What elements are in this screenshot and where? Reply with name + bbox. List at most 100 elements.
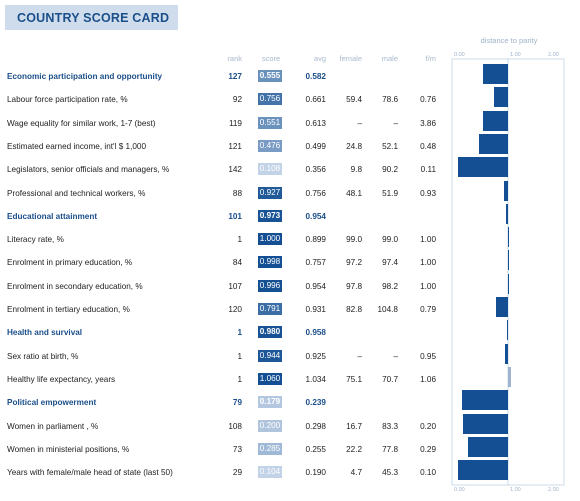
header-female: female (339, 54, 362, 63)
female-value: 59.4 (346, 95, 362, 104)
female-value: 48.1 (346, 189, 362, 198)
category-row: Economic participation and opportunity 12… (0, 70, 580, 94)
fm-ratio-value: 1.00 (420, 282, 436, 291)
avg-value: 0.613 (305, 119, 327, 128)
fm-ratio-value: 0.76 (420, 95, 436, 104)
fm-ratio-value: 0.95 (420, 352, 436, 361)
male-value: 104.8 (377, 305, 399, 314)
category-row: Health and survival 1 0.958 0.980 (0, 326, 580, 350)
male-value: 83.3 (382, 422, 398, 431)
avg-value: 0.499 (305, 142, 327, 151)
score-value: 0.998 (258, 256, 282, 268)
category-label: Economic participation and opportunity (7, 72, 163, 81)
female-value: 75.1 (346, 375, 362, 384)
indicator-row: Years with female/male head of state (la… (0, 466, 580, 490)
rank-value: 1 (237, 235, 242, 244)
indicator-label: Women in ministerial positions, % (7, 445, 130, 454)
avg-value: 0.954 (305, 212, 327, 221)
score-value: 0.104 (258, 466, 282, 478)
rank-value: 88 (232, 189, 242, 198)
axis-tick-label: 1.00 (510, 487, 521, 493)
indicator-row: Women in ministerial positions, % 73 0.255… (0, 443, 580, 467)
score-value: 0.551 (258, 117, 282, 129)
indicator-label: Professional and technical workers, % (7, 189, 146, 198)
score-value: 0.973 (258, 210, 282, 222)
fm-ratio-value: 0.93 (420, 189, 436, 198)
header-male: male (381, 54, 398, 63)
chart-frame (451, 58, 565, 486)
fm-ratio-value: 0.11 (420, 165, 436, 174)
distance-bar (496, 297, 508, 317)
distance-bar (508, 366, 512, 387)
score-value: 0.927 (258, 187, 282, 199)
male-value: 45.3 (382, 468, 398, 477)
rank-value: 84 (232, 258, 242, 267)
indicator-label: Enrolment in secondary education, % (7, 282, 143, 291)
distance-to-parity-chart: 0.00 0.00 1.00 1.00 2.00 2.00 (448, 51, 568, 493)
axis-tick-label: 2.00 (548, 487, 559, 493)
indicator-label: Years with female/male head of state (la… (7, 468, 173, 477)
distance-bar (503, 180, 508, 201)
distance-to-parity-title: distance to parity (480, 36, 538, 45)
distance-bar (506, 203, 508, 224)
distance-bar (483, 64, 508, 84)
distance-bar (463, 413, 508, 434)
avg-value: 0.958 (305, 328, 327, 337)
rank-value: 127 (228, 72, 242, 81)
header-fm: f/m (425, 54, 436, 63)
score-value: 0.200 (258, 420, 282, 432)
indicator-row: Enrolment in secondary education, % 107 0.… (0, 280, 580, 304)
male-value: 52.1 (382, 142, 398, 151)
avg-value: 0.298 (305, 422, 327, 431)
rank-value: 73 (232, 445, 242, 454)
distance-bar (457, 460, 508, 481)
score-value: 0.996 (258, 280, 282, 292)
distance-bar (462, 390, 508, 411)
female-value: 97.2 (346, 258, 362, 267)
category-row: Political empowerment 79 0.239 0.179 (0, 396, 580, 420)
score-value: 0.791 (258, 303, 282, 315)
avg-value: 0.190 (305, 468, 327, 477)
axis-tick-label: 2.00 (548, 52, 559, 58)
fm-ratio-value: 3.86 (420, 119, 436, 128)
distance-bar (506, 320, 508, 341)
distance-bar (458, 157, 508, 178)
avg-value: 0.756 (305, 189, 327, 198)
avg-value: 0.239 (305, 398, 327, 407)
header-rank: rank (227, 54, 242, 63)
category-label: Health and survival (7, 328, 83, 337)
indicator-label: Enrolment in tertiary education, % (7, 305, 130, 314)
female-value: 9.8 (350, 165, 362, 174)
fm-ratio-value: 0.10 (420, 468, 436, 477)
indicator-label: Healthy life expectancy, years (7, 375, 116, 384)
score-value: 0.108 (258, 163, 282, 175)
distance-bar (478, 133, 508, 154)
fm-ratio-value: 0.48 (420, 142, 436, 151)
indicator-label: Legislators, senior officials and manage… (7, 165, 170, 174)
category-row: Educational attainment 101 0.954 0.973 (0, 210, 580, 234)
axis-tick-label: 0.00 (454, 487, 465, 493)
rank-value: 142 (228, 165, 242, 174)
header-score: score (261, 54, 281, 63)
avg-value: 0.931 (305, 305, 327, 314)
indicator-label: Enrolment in primary education, % (7, 258, 133, 267)
avg-value: 0.954 (305, 282, 327, 291)
axis-tick-label: 0.00 (454, 52, 465, 58)
rank-value: 1 (237, 375, 242, 384)
avg-value: 0.661 (305, 95, 327, 104)
fm-ratio-value: 0.79 (420, 305, 436, 314)
female-value: 16.7 (346, 422, 362, 431)
indicator-row: Sex ratio at birth, % 1 0.925 – – 0.95 0.944 (0, 350, 580, 374)
male-value: 70.7 (382, 375, 398, 384)
indicator-row: Healthy life expectancy, years 1 1.034 75.1… (0, 373, 580, 397)
male-value: – (393, 119, 398, 128)
female-value: 99.0 (346, 235, 362, 244)
score-value: 0.756 (258, 93, 282, 105)
rank-value: 120 (228, 305, 242, 314)
rank-value: 92 (232, 95, 242, 104)
male-value: 90.2 (382, 165, 398, 174)
indicator-row: Enrolment in primary education, % 84 0.757… (0, 256, 580, 280)
indicator-row: Women in parliament , % 108 0.298 16.7 83.3 0… (0, 420, 580, 444)
indicator-row: Legislators, senior officials and manage… (0, 163, 580, 187)
male-value: 51.9 (382, 189, 398, 198)
